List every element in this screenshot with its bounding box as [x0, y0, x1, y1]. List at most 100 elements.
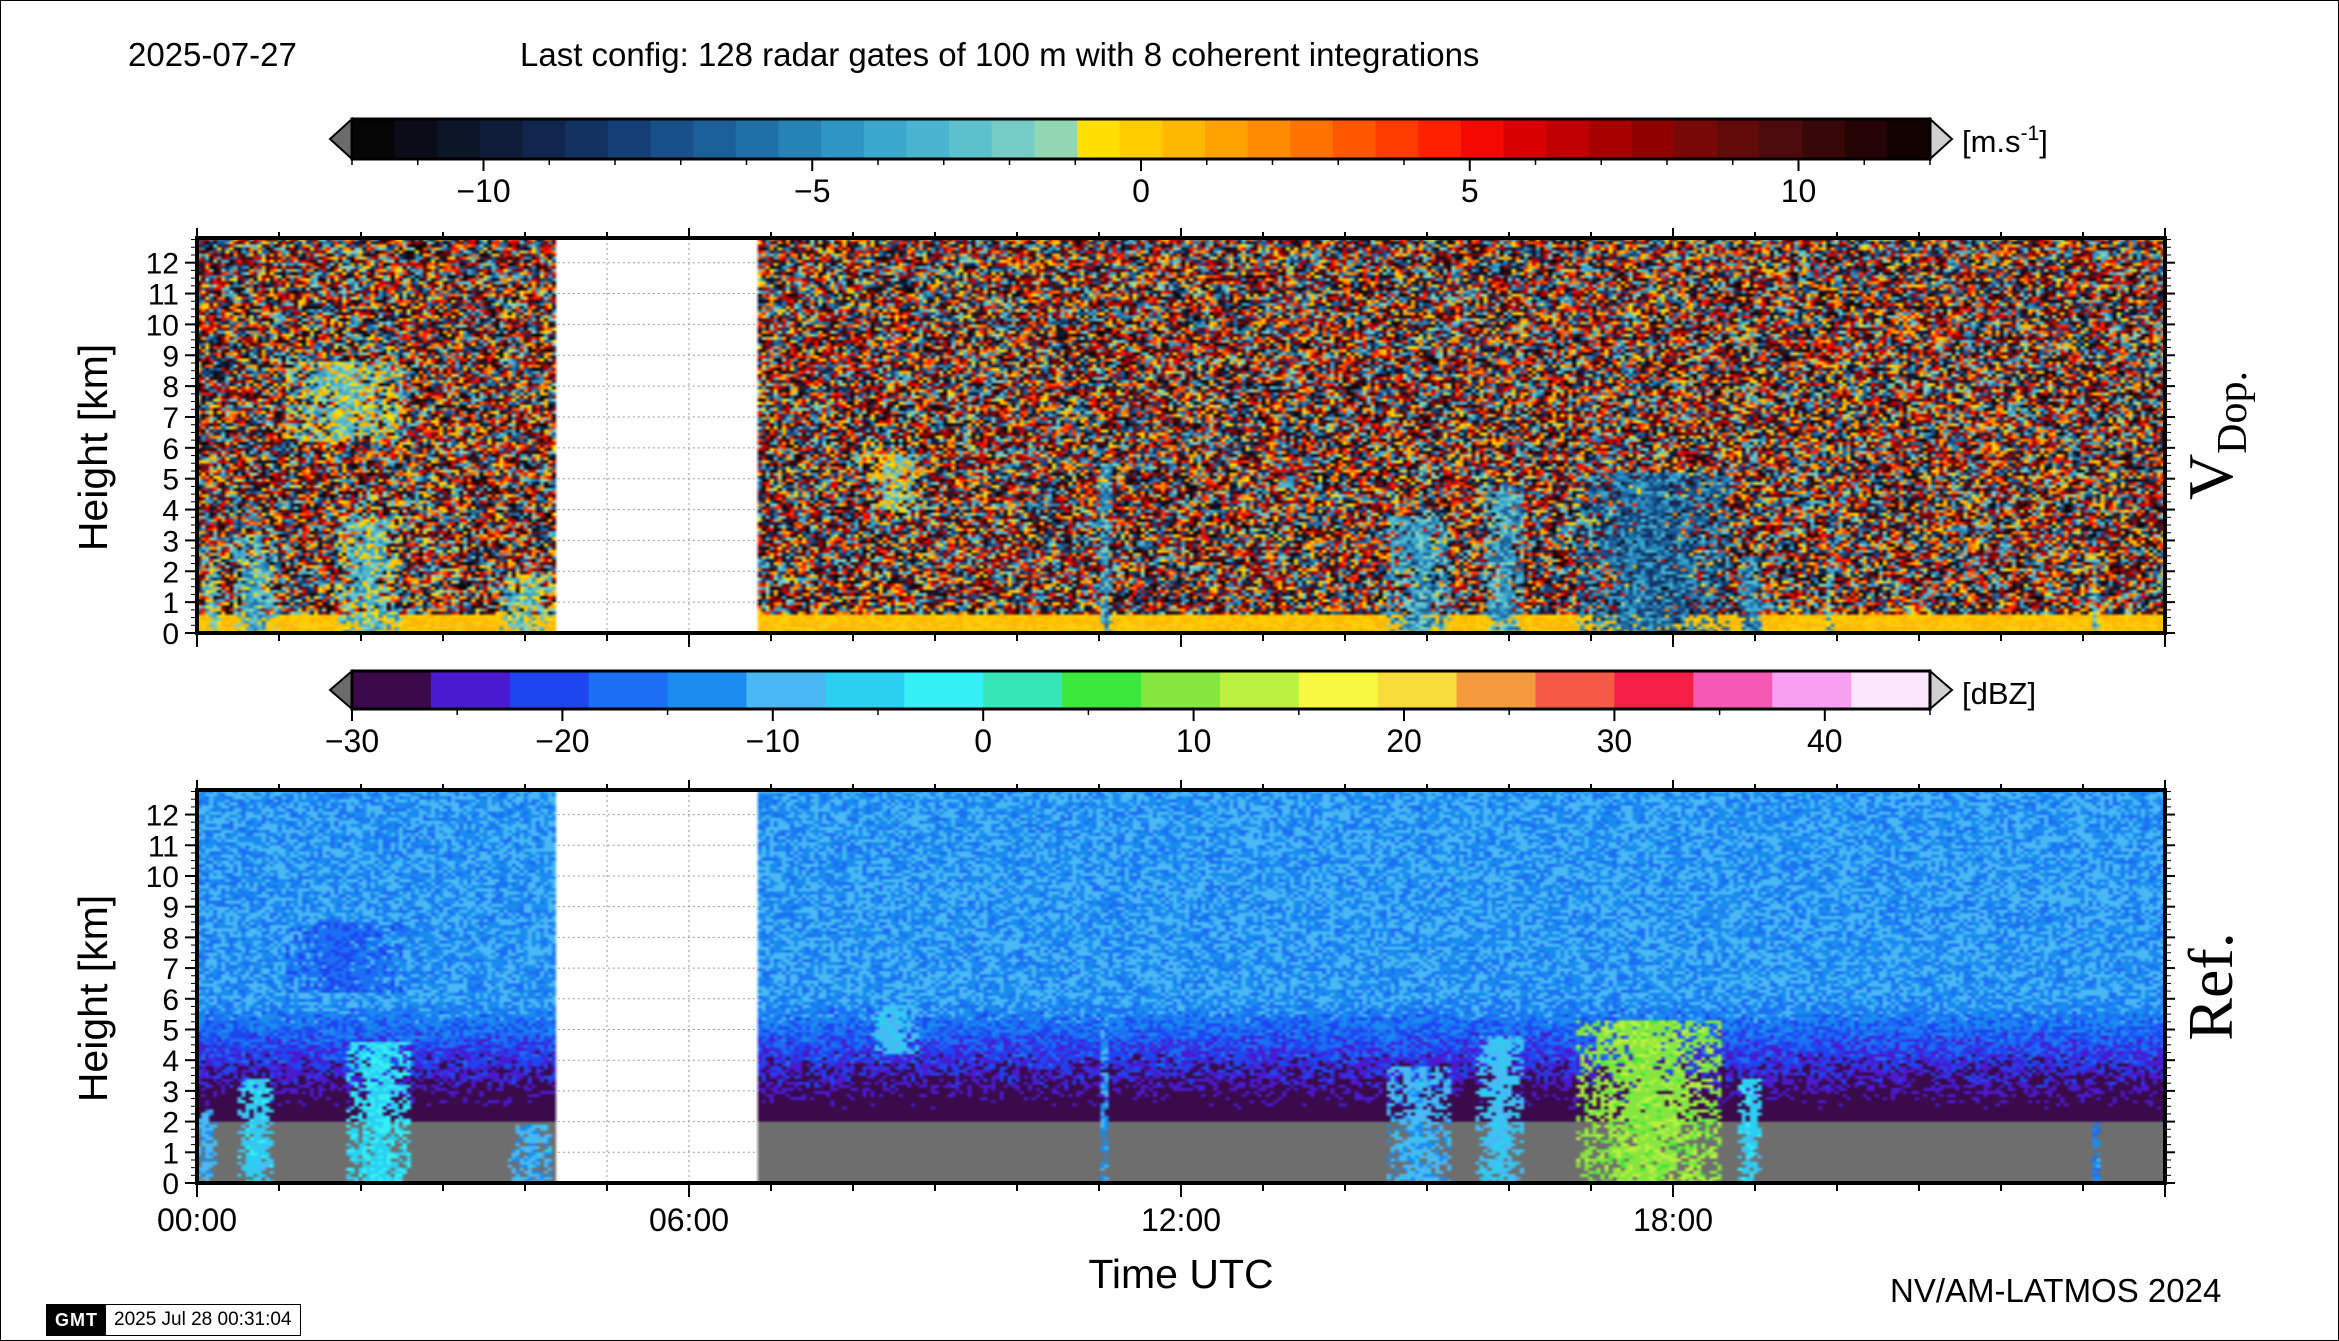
reflectivity-ytick-label: 9 [162, 892, 179, 925]
velocity-colorbar-high-arrow [1929, 116, 1954, 162]
reflectivity-ytick-label: 1 [162, 1137, 179, 1170]
reflectivity-colorbar-tick-label: 0 [974, 723, 992, 759]
velocity-colorbar-swatch [1588, 119, 1633, 159]
reflectivity-colorbar-swatch [1062, 671, 1142, 709]
reflectivity-colorbar-low-arrow [328, 668, 353, 712]
gmt-timestamp-box: GMT 2025 Jul 28 00:31:04 [46, 1304, 301, 1336]
velocity-colorbar-tick-label: 10 [1781, 173, 1817, 209]
velocity-colorbar-swatch [1887, 119, 1931, 159]
velocity-colorbar-swatch [693, 119, 737, 159]
reflectivity-colorbar-swatch [1851, 671, 1931, 709]
velocity-ytick-label: 3 [162, 525, 179, 558]
reflectivity-colorbar-swatch [1141, 671, 1221, 709]
velocity-colorbar-swatch [1802, 119, 1846, 159]
reflectivity-xtick-label: 12:00 [1141, 1202, 1221, 1238]
date-label: 2025-07-27 [128, 36, 297, 73]
velocity-ytick-label: 11 [148, 279, 179, 312]
velocity-colorbar-low-arrow [328, 116, 353, 162]
velocity-colorbar-swatch [1332, 119, 1377, 159]
velocity-colorbar-tick-label: 5 [1461, 173, 1479, 209]
velocity-panel [185, 228, 2175, 647]
velocity-ytick-label: 4 [162, 495, 179, 528]
reflectivity-ytick-label: 10 [146, 861, 179, 894]
velocity-colorbar-swatch [479, 119, 524, 159]
reflectivity-unit-label: [dBZ] [1962, 676, 2036, 711]
reflectivity-ytick-label: 4 [162, 1045, 179, 1078]
gmt-logo: GMT [47, 1305, 106, 1335]
reflectivity-colorbar-swatch [1219, 671, 1300, 709]
velocity-colorbar-swatch [1077, 119, 1121, 159]
reflectivity-ytick-label: 12 [146, 800, 179, 833]
velocity-colorbar-swatch [1631, 119, 1675, 159]
velocity-ytick-label: 9 [162, 340, 179, 373]
reflectivity-xtick-label: 00:00 [157, 1202, 237, 1238]
velocity-colorbar-swatch [1503, 119, 1547, 159]
velocity-colorbar-swatch [1375, 119, 1419, 159]
velocity-colorbar-swatch [394, 119, 438, 159]
reflectivity-ytick-label: 0 [162, 1168, 179, 1201]
velocity-ytick-label: 0 [162, 618, 179, 651]
reflectivity-xtick-label: 18:00 [1633, 1202, 1713, 1238]
reflectivity-ytick-label: 6 [162, 984, 179, 1017]
velocity-colorbar-swatch [607, 119, 652, 159]
reflectivity-colorbar-swatch [1456, 671, 1537, 709]
reflectivity-xtick-label: 06:00 [649, 1202, 729, 1238]
velocity-colorbar-swatch [863, 119, 908, 159]
velocity-colorbar-swatch [821, 119, 865, 159]
reflectivity-colorbar-swatch [746, 671, 826, 709]
reflectivity-colorbar-swatch [667, 671, 748, 709]
reflectivity-ytick-label: 2 [162, 1107, 179, 1140]
velocity-ytick-label: 8 [162, 371, 179, 404]
velocity-colorbar-swatch [437, 119, 481, 159]
velocity-colorbar-swatch [1546, 119, 1590, 159]
reflectivity-colorbar-high-arrow [1929, 668, 1954, 712]
reflectivity-colorbar-swatch [1772, 671, 1852, 709]
reflectivity-colorbar-tick-label: 20 [1386, 723, 1422, 759]
reflectivity-ytick-label: 3 [162, 1076, 179, 1109]
reflectivity-colorbar-swatch [904, 671, 984, 709]
reflectivity-panel-label: Ref. [2175, 932, 2246, 1040]
reflectivity-colorbar-swatch [1377, 671, 1458, 709]
reflectivity-colorbar-tick-label: 30 [1597, 723, 1633, 759]
gmt-timestamp: 2025 Jul 28 00:31:04 [114, 1309, 292, 1330]
reflectivity-xaxis-title: Time UTC [1088, 1251, 1273, 1297]
reflectivity-colorbar-swatch [588, 671, 669, 709]
reflectivity-ytick-label: 11 [148, 830, 179, 863]
reflectivity-colorbar-swatch [1693, 671, 1773, 709]
reflectivity-colorbar-tick-label: −20 [535, 723, 589, 759]
velocity-unit-label: [m.s-1] [1962, 122, 2048, 159]
velocity-colorbar-swatch [1418, 119, 1462, 159]
reflectivity-colorbar-swatch [1298, 671, 1379, 709]
reflectivity-colorbar-tick-label: −30 [325, 723, 379, 759]
velocity-colorbar-swatch [1162, 119, 1206, 159]
velocity-ytick-label: 12 [146, 248, 179, 281]
reflectivity-colorbar-tick-label: −10 [746, 723, 800, 759]
velocity-ytick-label: 10 [146, 309, 179, 342]
reflectivity-heatmap-raster [197, 790, 2165, 1183]
velocity-colorbar-swatch [778, 119, 822, 159]
reflectivity-ytick-label: 7 [162, 953, 179, 986]
velocity-colorbar-swatch [1844, 119, 1888, 159]
velocity-colorbar-swatch [1716, 119, 1761, 159]
velocity-colorbar-swatch [1204, 119, 1249, 159]
reflectivity-yaxis-title: Height [km] [70, 895, 116, 1102]
velocity-colorbar-swatch [565, 119, 609, 159]
velocity-ytick-label: 6 [162, 433, 179, 466]
reflectivity-ytick-label: 8 [162, 922, 179, 955]
velocity-ytick-label: 5 [162, 464, 179, 497]
velocity-colorbar-swatch [522, 119, 566, 159]
reflectivity-colorbar-swatch [1614, 671, 1694, 709]
velocity-colorbar-swatch [991, 119, 1035, 159]
reflectivity-colorbar-tick-label: 10 [1176, 723, 1212, 759]
config-label: Last config: 128 radar gates of 100 m wi… [520, 36, 1480, 73]
reflectivity-colorbar [328, 668, 1954, 721]
velocity-colorbar-swatch [1759, 119, 1803, 159]
velocity-ytick-label: 7 [162, 402, 179, 435]
reflectivity-colorbar-frame [350, 669, 1932, 711]
reflectivity-ytick-label: 5 [162, 1014, 179, 1047]
reflectivity-colorbar-tick-label: 40 [1807, 723, 1843, 759]
velocity-colorbar-swatch [1290, 119, 1334, 159]
velocity-colorbar-swatch [1034, 119, 1078, 159]
velocity-panel-label: VDop. [2175, 371, 2256, 500]
